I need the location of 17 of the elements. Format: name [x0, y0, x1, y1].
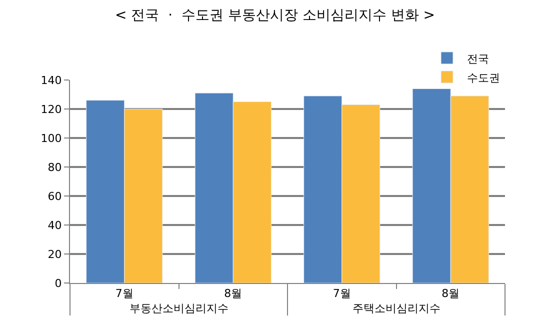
legend-label: 전국 — [467, 52, 489, 66]
x-tick-label: 7월 — [115, 287, 134, 300]
y-tick-label: 60 — [48, 190, 62, 203]
y-tick-label: 80 — [48, 160, 62, 174]
text: 부동산소비심리지수 — [129, 302, 228, 316]
x-tick-label: 8월 — [442, 287, 460, 300]
text: 주택소비심리지수 — [352, 302, 440, 316]
chart-title: < 전국 · 수도권 부동산시장 소비심리지수 변화 > — [115, 8, 435, 24]
legend-label: 수도권 — [467, 71, 500, 84]
x-tick-label: 7월 — [332, 287, 351, 300]
y-tick-label: 20 — [48, 248, 62, 261]
x-tick-label: 8월 — [224, 287, 242, 300]
y-tick-label: 120 — [40, 102, 62, 116]
y-tick-label: 0 — [54, 276, 62, 290]
y-tick-label: 100 — [40, 132, 62, 145]
y-tick-label: 140 — [40, 74, 62, 87]
y-tick-label: 40 — [48, 218, 62, 232]
